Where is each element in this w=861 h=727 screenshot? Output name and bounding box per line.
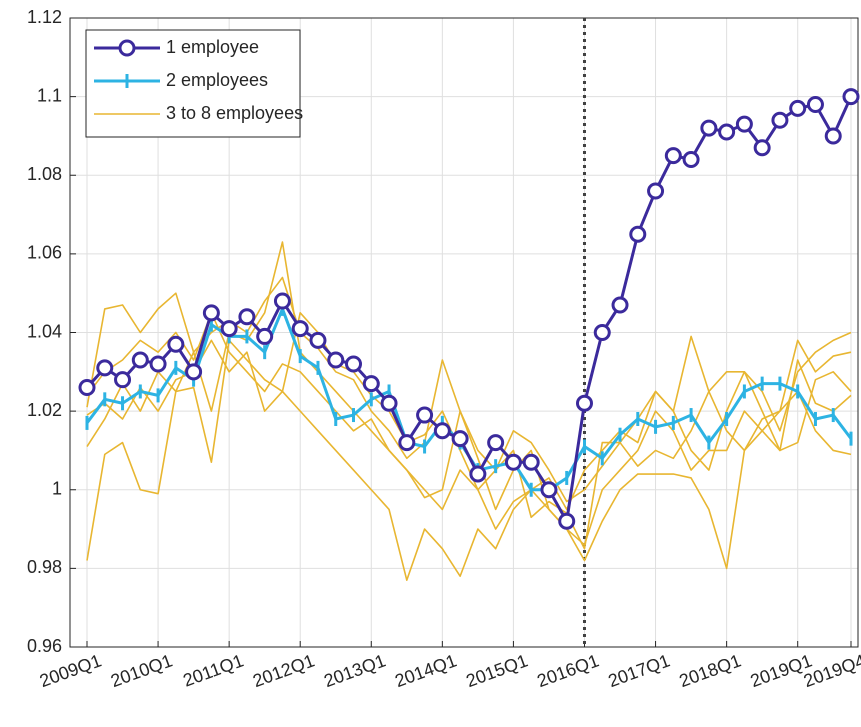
marker xyxy=(700,119,718,137)
x-tick-label: 2009Q1 xyxy=(37,650,104,691)
marker xyxy=(824,127,842,145)
marker xyxy=(362,375,380,393)
marker xyxy=(593,324,611,341)
marker xyxy=(647,182,665,200)
marker xyxy=(291,320,309,338)
marker xyxy=(789,99,807,117)
legend: 1 employee 2 employees 3 to 8 employees xyxy=(85,29,303,138)
marker xyxy=(131,351,149,369)
y-tick-label: 0.98 xyxy=(27,557,62,577)
y-tick-label: 1 xyxy=(52,479,62,499)
series-line xyxy=(86,241,852,546)
x-tick-label: 2016Q1 xyxy=(534,650,601,691)
marker xyxy=(238,308,256,326)
y-tick-label: 1.12 xyxy=(27,7,62,27)
x-tick-label: 2010Q1 xyxy=(108,650,175,691)
legend-label: 1 employee xyxy=(166,37,259,57)
marker xyxy=(273,292,291,310)
x-tick-label: 2018Q1 xyxy=(677,650,744,691)
marker xyxy=(114,371,132,389)
x-tick-label: 2013Q1 xyxy=(321,650,388,691)
marker xyxy=(682,151,700,169)
series-line xyxy=(86,312,852,550)
marker xyxy=(629,225,647,243)
x-tick-label: 2012Q1 xyxy=(250,650,317,691)
y-tick-label: 1.02 xyxy=(27,400,62,420)
marker xyxy=(540,481,558,499)
x-tick-label: 2011Q1 xyxy=(180,650,246,690)
y-tick-label: 1.1 xyxy=(37,85,62,105)
marker xyxy=(309,331,327,349)
marker xyxy=(771,111,789,129)
marker xyxy=(469,465,487,483)
marker xyxy=(220,320,238,338)
y-tick-label: 1.08 xyxy=(27,164,62,184)
marker xyxy=(149,355,167,373)
marker xyxy=(487,434,505,452)
marker xyxy=(433,422,451,440)
marker xyxy=(504,453,522,471)
marker xyxy=(451,430,469,448)
x-tick-label: 2014Q1 xyxy=(392,650,459,691)
marker xyxy=(753,139,771,157)
marker xyxy=(806,95,824,113)
marker xyxy=(416,406,434,424)
marker xyxy=(611,296,629,314)
marker xyxy=(327,351,345,369)
axes-frame xyxy=(69,17,859,648)
marker xyxy=(345,355,363,373)
marker xyxy=(202,304,220,322)
marker xyxy=(167,335,185,353)
y-tick-label: 1.06 xyxy=(27,243,62,263)
marker xyxy=(522,453,540,471)
y-tick-label: 1.04 xyxy=(27,321,62,341)
x-tick-label: 2017Q1 xyxy=(606,650,673,691)
x-tick-label: 2015Q1 xyxy=(463,650,530,691)
y-tick-label: 0.96 xyxy=(27,636,62,656)
marker xyxy=(96,359,114,377)
marker xyxy=(842,88,860,106)
marker xyxy=(380,394,398,412)
marker xyxy=(398,434,416,452)
marker xyxy=(256,327,274,345)
series-line xyxy=(86,339,852,581)
marker xyxy=(78,379,96,397)
marker xyxy=(664,147,682,165)
marker xyxy=(558,512,576,530)
marker xyxy=(718,123,736,141)
marker xyxy=(735,115,753,133)
plot xyxy=(78,18,860,647)
marker xyxy=(575,394,593,412)
legend-label: 3 to 8 employees xyxy=(166,103,303,123)
marker xyxy=(185,363,203,381)
legend-marker xyxy=(118,39,136,57)
legend-label: 2 employees xyxy=(166,70,268,90)
